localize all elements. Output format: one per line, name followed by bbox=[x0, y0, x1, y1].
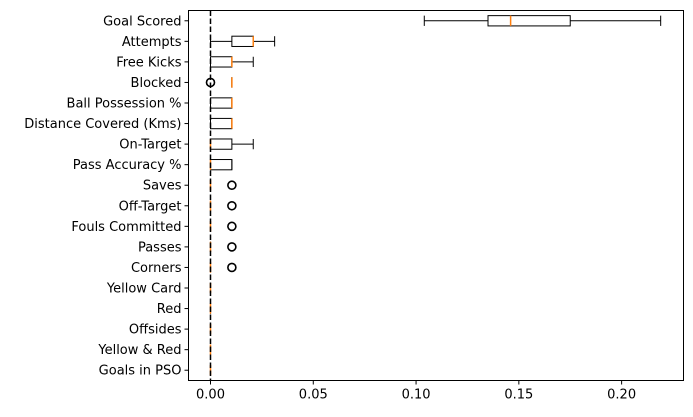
y-tick-label: Yellow Card bbox=[106, 282, 182, 297]
y-tick-label: Off-Target bbox=[119, 199, 182, 214]
plot-marks bbox=[205, 10, 662, 381]
y-tick-label: Yellow & Red bbox=[97, 343, 181, 358]
x-tick-label: 0.05 bbox=[299, 388, 328, 403]
y-tick-label: Goal Scored bbox=[103, 14, 181, 29]
y-tick-label: Goals in PSO bbox=[99, 364, 182, 379]
box-goal-scored bbox=[423, 15, 662, 27]
y-tick-label: Fouls Committed bbox=[71, 220, 181, 235]
y-tick-label: Distance Covered (Kms) bbox=[24, 117, 181, 132]
box-iqr bbox=[209, 159, 233, 171]
box-free-kicks bbox=[209, 56, 254, 68]
y-tick-label: Attempts bbox=[122, 35, 182, 50]
box-off-target bbox=[209, 200, 237, 211]
box-ball-possession- bbox=[209, 97, 233, 109]
box-attempts bbox=[209, 35, 276, 47]
x-tick-label: 0.20 bbox=[607, 388, 636, 403]
flier-point bbox=[227, 262, 237, 273]
y-tick-label: Saves bbox=[143, 179, 182, 194]
box-saves bbox=[209, 180, 237, 191]
box-on-target bbox=[209, 138, 254, 150]
y-tick-label: On-Target bbox=[119, 138, 181, 153]
y-tick-label: Offsides bbox=[129, 323, 182, 338]
y-tick-label: Pass Accuracy % bbox=[73, 158, 182, 173]
box-corners bbox=[209, 262, 237, 273]
x-tick-label: 0.00 bbox=[196, 388, 225, 403]
box-passes bbox=[209, 241, 237, 253]
box-iqr bbox=[209, 97, 233, 109]
flier-point bbox=[227, 200, 237, 211]
flier-point bbox=[227, 221, 237, 232]
flier-point bbox=[227, 242, 237, 252]
y-tick-label: Corners bbox=[131, 261, 182, 276]
box-iqr bbox=[231, 35, 254, 47]
box-distance-covered-kms- bbox=[209, 117, 233, 130]
plot-frame bbox=[188, 10, 684, 381]
box-iqr bbox=[209, 138, 233, 150]
flier-point bbox=[227, 180, 237, 191]
x-tick-label: 0.10 bbox=[402, 388, 431, 403]
box-iqr bbox=[209, 56, 233, 68]
box-iqr bbox=[209, 117, 233, 130]
x-tick-label: 0.15 bbox=[504, 388, 533, 403]
y-axis: Goal Scored Attempts Free Kicks Blocked Ball… bbox=[24, 14, 189, 379]
y-tick-label: Ball Possession % bbox=[67, 97, 182, 112]
y-tick-label: Blocked bbox=[131, 76, 182, 91]
x-axis: 0.00 0.05 0.10 0.15 0.20 bbox=[196, 380, 636, 403]
y-tick-label: Red bbox=[157, 302, 182, 317]
box-pass-accuracy- bbox=[209, 159, 233, 171]
y-tick-label: Passes bbox=[138, 240, 182, 255]
box-fouls-committed bbox=[209, 221, 237, 232]
y-tick-label: Free Kicks bbox=[116, 55, 182, 70]
box-iqr bbox=[487, 15, 571, 27]
